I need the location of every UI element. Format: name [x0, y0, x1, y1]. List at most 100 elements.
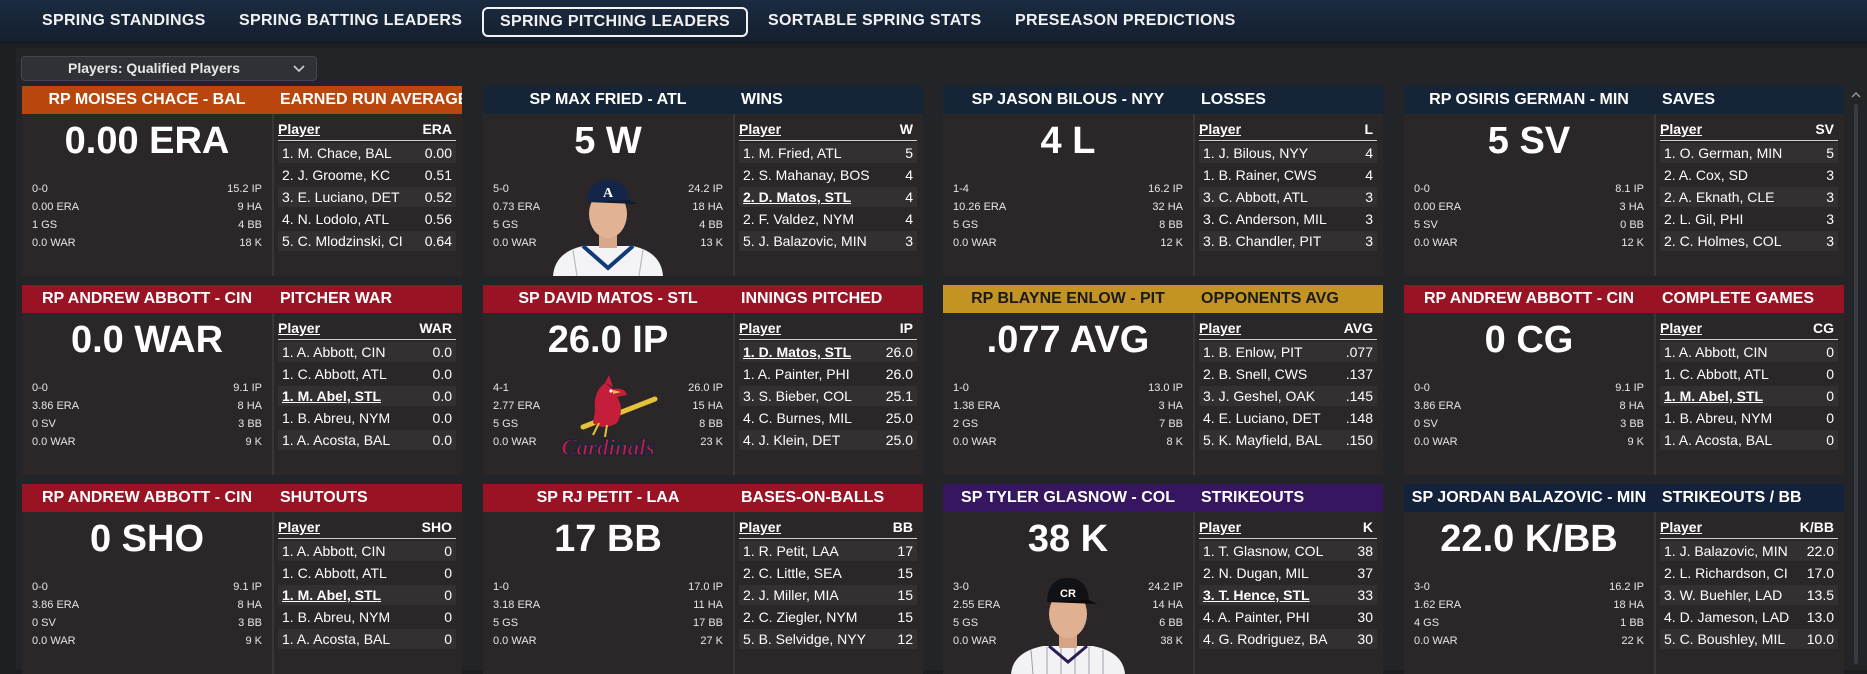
table-row[interactable]: 2. B. Snell, CWS .137: [1199, 364, 1377, 384]
tab-spring-batting-leaders[interactable]: SPRING BATTING LEADERS: [239, 12, 463, 29]
column-header-player[interactable]: Player: [1199, 121, 1242, 137]
column-header-player[interactable]: Player: [1199, 519, 1242, 535]
table-row[interactable]: 1. A. Abbott, CIN 0: [1660, 342, 1838, 362]
table-row[interactable]: 2. D. Matos, STL 4: [739, 187, 917, 207]
row-player-name[interactable]: 3. C. Anderson, MIL: [1203, 211, 1327, 227]
row-player-name[interactable]: 2. A. Eknath, CLE: [1664, 189, 1775, 205]
column-header-player[interactable]: Player: [1660, 121, 1703, 137]
table-header[interactable]: Player AVG: [1199, 317, 1377, 340]
table-header[interactable]: Player WAR: [278, 317, 456, 340]
column-header-player[interactable]: Player: [739, 121, 782, 137]
card-player-title[interactable]: SP RJ PETIT - LAA: [483, 484, 733, 512]
table-header[interactable]: Player ERA: [278, 118, 456, 141]
table-row[interactable]: 5. K. Mayfield, BAL .150: [1199, 430, 1377, 450]
table-row[interactable]: 1. M. Abel, STL 0: [1660, 386, 1838, 406]
tab-preseason-predictions[interactable]: PRESEASON PREDICTIONS: [1015, 12, 1236, 29]
table-row[interactable]: 3. C. Anderson, MIL 3: [1199, 209, 1377, 229]
row-player-name[interactable]: 1. D. Matos, STL: [743, 344, 852, 360]
table-row[interactable]: 1. B. Abreu, NYM 0: [1660, 408, 1838, 428]
table-header[interactable]: Player SHO: [278, 516, 456, 539]
row-player-name[interactable]: 3. C. Abbott, ATL: [1203, 189, 1308, 205]
table-row[interactable]: 2. L. Gil, PHI 3: [1660, 209, 1838, 229]
row-player-name[interactable]: 4. N. Lodolo, ATL: [282, 211, 390, 227]
table-row[interactable]: 1. M. Abel, STL 0: [278, 585, 456, 605]
table-row[interactable]: 2. C. Ziegler, NYM 15: [739, 607, 917, 627]
table-row[interactable]: 1. A. Abbott, CIN 0.0: [278, 342, 456, 362]
table-row[interactable]: 4. A. Painter, PHI 30: [1199, 607, 1377, 627]
table-row[interactable]: 2. J. Groome, KC 0.51: [278, 165, 456, 185]
row-player-name[interactable]: 1. B. Enlow, PIT: [1203, 344, 1303, 360]
row-player-name[interactable]: 5. J. Balazovic, MIN: [743, 233, 867, 249]
table-row[interactable]: 2. C. Holmes, COL 3: [1660, 231, 1838, 251]
table-header[interactable]: Player IP: [739, 317, 917, 340]
row-player-name[interactable]: 1. M. Abel, STL: [1664, 388, 1764, 404]
table-row[interactable]: 2. J. Miller, MIA 15: [739, 585, 917, 605]
table-row[interactable]: 1. J. Bilous, NYY 4: [1199, 143, 1377, 163]
scroll-up-icon[interactable]: [1851, 90, 1861, 100]
table-row[interactable]: 1. T. Glasnow, COL 38: [1199, 541, 1377, 561]
table-row[interactable]: 4. D. Jameson, LAD 13.0: [1660, 607, 1838, 627]
row-player-name[interactable]: 1. R. Petit, LAA: [743, 543, 839, 559]
row-player-name[interactable]: 5. C. Boushley, MIL: [1664, 631, 1786, 647]
row-player-name[interactable]: 4. C. Burnes, MIL: [743, 410, 852, 426]
row-player-name[interactable]: 2. L. Richardson, CI: [1664, 565, 1788, 581]
table-row[interactable]: 5. B. Selvidge, NYY 12: [739, 629, 917, 649]
tab-spring-standings[interactable]: SPRING STANDINGS: [42, 12, 206, 29]
card-player-title[interactable]: SP TYLER GLASNOW - COL: [943, 484, 1193, 512]
table-header[interactable]: Player L: [1199, 118, 1377, 141]
row-player-name[interactable]: 5. B. Selvidge, NYY: [743, 631, 866, 647]
column-header-player[interactable]: Player: [739, 320, 782, 336]
table-row[interactable]: 3. B. Chandler, PIT 3: [1199, 231, 1377, 251]
card-player-title[interactable]: SP DAVID MATOS - STL: [483, 285, 733, 313]
row-player-name[interactable]: 3. J. Geshel, OAK: [1203, 388, 1316, 404]
column-header-stat[interactable]: L: [1364, 121, 1373, 137]
table-row[interactable]: 1. M. Abel, STL 0.0: [278, 386, 456, 406]
row-player-name[interactable]: 1. A. Acosta, BAL: [282, 631, 391, 647]
table-header[interactable]: Player CG: [1660, 317, 1838, 340]
row-player-name[interactable]: 2. C. Little, SEA: [743, 565, 842, 581]
row-player-name[interactable]: 1. A. Acosta, BAL: [1664, 432, 1773, 448]
row-player-name[interactable]: 4. E. Luciano, DET: [1203, 410, 1321, 426]
card-player-title[interactable]: RP ANDREW ABBOTT - CIN: [22, 285, 272, 313]
row-player-name[interactable]: 4. D. Jameson, LAD: [1664, 609, 1790, 625]
table-header[interactable]: Player K/BB: [1660, 516, 1838, 539]
table-row[interactable]: 1. D. Matos, STL 26.0: [739, 342, 917, 362]
row-player-name[interactable]: 1. M. Abel, STL: [282, 388, 382, 404]
scrollbar-track[interactable]: [1854, 104, 1858, 664]
row-player-name[interactable]: 1. M. Abel, STL: [282, 587, 382, 603]
scrollbar[interactable]: [1851, 90, 1861, 670]
table-row[interactable]: 2. F. Valdez, NYM 4: [739, 209, 917, 229]
card-player-title[interactable]: SP JORDAN BALAZOVIC - MIN: [1404, 484, 1654, 512]
row-player-name[interactable]: 2. D. Matos, STL: [743, 189, 852, 205]
table-row[interactable]: 1. M. Chace, BAL 0.00: [278, 143, 456, 163]
table-row[interactable]: 2. S. Mahanay, BOS 4: [739, 165, 917, 185]
column-header-player[interactable]: Player: [278, 121, 321, 137]
row-player-name[interactable]: 2. L. Gil, PHI: [1664, 211, 1744, 227]
table-row[interactable]: 1. A. Abbott, CIN 0: [278, 541, 456, 561]
row-player-name[interactable]: 1. T. Glasnow, COL: [1203, 543, 1324, 559]
row-player-name[interactable]: 4. G. Rodriguez, BA: [1203, 631, 1328, 647]
column-header-player[interactable]: Player: [739, 519, 782, 535]
tab-spring-pitching-leaders[interactable]: SPRING PITCHING LEADERS: [482, 7, 749, 37]
row-player-name[interactable]: 1. B. Abreu, NYM: [282, 410, 391, 426]
row-player-name[interactable]: 2. C. Ziegler, NYM: [743, 609, 858, 625]
table-row[interactable]: 3. T. Hence, STL 33: [1199, 585, 1377, 605]
row-player-name[interactable]: 5. C. Mlodzinski, CI: [282, 233, 403, 249]
column-header-stat[interactable]: K/BB: [1799, 519, 1834, 535]
column-header-player[interactable]: Player: [1199, 320, 1242, 336]
table-header[interactable]: Player K: [1199, 516, 1377, 539]
table-row[interactable]: 1. B. Abreu, NYM 0.0: [278, 408, 456, 428]
row-player-name[interactable]: 1. B. Rainer, CWS: [1203, 167, 1317, 183]
column-header-stat[interactable]: WAR: [419, 320, 452, 336]
table-row[interactable]: 4. C. Burnes, MIL 25.0: [739, 408, 917, 428]
table-row[interactable]: 1. J. Balazovic, MIN 22.0: [1660, 541, 1838, 561]
row-player-name[interactable]: 1. A. Abbott, CIN: [282, 543, 386, 559]
table-row[interactable]: 1. R. Petit, LAA 17: [739, 541, 917, 561]
table-row[interactable]: 1. O. German, MIN 5: [1660, 143, 1838, 163]
row-player-name[interactable]: 1. M. Fried, ATL: [743, 145, 842, 161]
column-header-player[interactable]: Player: [278, 519, 321, 535]
card-player-title[interactable]: RP BLAYNE ENLOW - PIT: [943, 285, 1193, 313]
table-row[interactable]: 4. G. Rodriguez, BA 30: [1199, 629, 1377, 649]
row-player-name[interactable]: 2. N. Dugan, MIL: [1203, 565, 1309, 581]
table-row[interactable]: 2. C. Little, SEA 15: [739, 563, 917, 583]
